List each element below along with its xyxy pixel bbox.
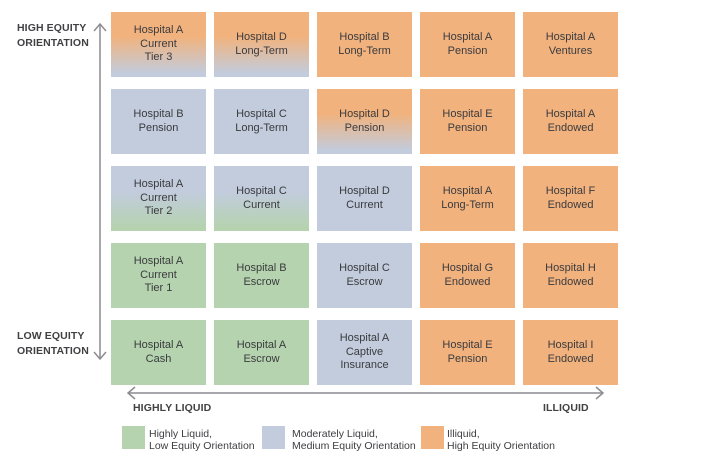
- x-axis-label-highly-liquid: HIGHLY LIQUID: [133, 402, 212, 414]
- legend-swatch-blue: [262, 426, 285, 449]
- matrix-grid: Hospital A Current Tier 3 Hospital D Lon…: [111, 12, 618, 385]
- matrix-cell: Hospital H Endowed: [523, 243, 618, 308]
- y-axis-arrowhead-up: [93, 22, 107, 32]
- y-axis-arrowhead-down: [93, 351, 107, 361]
- matrix-cell: Hospital F Endowed: [523, 166, 618, 231]
- legend-label: Illiquid, High Equity Orientation: [447, 428, 555, 453]
- matrix-cell: Hospital A Ventures: [523, 12, 618, 77]
- y-axis-label-high: HIGH EQUITY ORIENTATION: [17, 22, 89, 49]
- matrix-cell: Hospital B Escrow: [214, 243, 309, 308]
- matrix-cell: Hospital C Escrow: [317, 243, 412, 308]
- matrix-cell: Hospital E Pension: [420, 89, 515, 154]
- matrix-cell: Hospital A Cash: [111, 320, 206, 385]
- matrix-cell: Hospital C Long-Term: [214, 89, 309, 154]
- x-axis-arrowhead-left: [126, 386, 136, 400]
- matrix-cell: Hospital G Endowed: [420, 243, 515, 308]
- matrix-cell: Hospital B Long-Term: [317, 12, 412, 77]
- x-axis-arrowhead-right: [595, 386, 605, 400]
- matrix-cell: Hospital C Current: [214, 166, 309, 231]
- matrix-cell: Hospital I Endowed: [523, 320, 618, 385]
- matrix-cell: Hospital D Long-Term: [214, 12, 309, 77]
- legend-swatch-orange: [421, 426, 444, 449]
- legend-label: Highly Liquid, Low Equity Orientation: [149, 428, 255, 453]
- matrix-cell: Hospital A Long-Term: [420, 166, 515, 231]
- matrix-cell: Hospital A Current Tier 1: [111, 243, 206, 308]
- y-axis-label-low: LOW EQUITY ORIENTATION: [17, 330, 89, 357]
- matrix-cell: Hospital A Current Tier 3: [111, 12, 206, 77]
- matrix-cell: Hospital A Escrow: [214, 320, 309, 385]
- matrix-cell: Hospital B Pension: [111, 89, 206, 154]
- matrix-cell: Hospital A Captive Insurance: [317, 320, 412, 385]
- matrix-cell: Hospital A Endowed: [523, 89, 618, 154]
- matrix-cell: Hospital D Current: [317, 166, 412, 231]
- legend-swatch-green: [122, 426, 145, 449]
- matrix-cell: Hospital E Pension: [420, 320, 515, 385]
- matrix-cell: Hospital A Current Tier 2: [111, 166, 206, 231]
- x-axis-label-illiquid: ILLIQUID: [543, 402, 589, 414]
- matrix-cell: Hospital D Pension: [317, 89, 412, 154]
- matrix-cell: Hospital A Pension: [420, 12, 515, 77]
- legend-label: Moderately Liquid, Medium Equity Orienta…: [292, 428, 416, 453]
